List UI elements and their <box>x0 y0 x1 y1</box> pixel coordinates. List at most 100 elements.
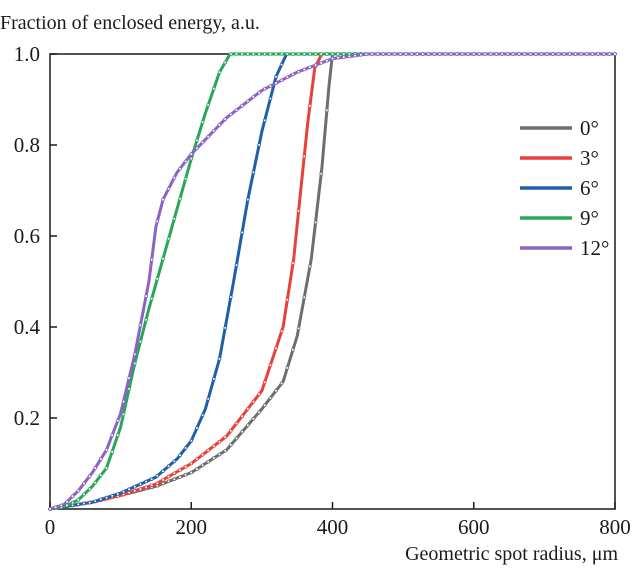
data-point <box>319 61 324 65</box>
data-point <box>189 470 194 475</box>
data-point <box>246 52 250 56</box>
data-point <box>319 172 324 176</box>
data-point <box>166 474 171 479</box>
data-point <box>240 414 244 419</box>
data-point <box>127 490 131 495</box>
data-point <box>296 52 301 56</box>
data-point <box>234 108 239 112</box>
series-layer <box>48 52 617 511</box>
data-point <box>257 90 261 95</box>
data-point <box>53 505 58 510</box>
data-point <box>200 120 205 125</box>
data-point <box>308 52 312 56</box>
data-point <box>70 494 75 499</box>
data-point <box>573 52 578 56</box>
data-point <box>144 479 148 484</box>
data-point <box>613 52 617 56</box>
series-line <box>48 52 617 511</box>
data-point <box>274 52 278 56</box>
data-point <box>166 464 171 469</box>
data-point <box>127 487 131 492</box>
data-point <box>240 429 244 434</box>
data-point <box>121 412 126 417</box>
data-point <box>240 103 244 108</box>
data-point <box>443 52 448 56</box>
data-point <box>138 323 143 328</box>
data-point <box>404 52 408 56</box>
data-point <box>65 499 69 504</box>
legend: 0° 3° 6° 9° 12° <box>520 116 609 260</box>
data-point <box>200 413 205 418</box>
data-point <box>607 52 612 56</box>
data-point <box>251 170 256 175</box>
data-point <box>195 138 199 143</box>
data-point <box>138 482 143 487</box>
data-point <box>229 295 233 299</box>
data-point <box>93 480 97 485</box>
data-point <box>110 449 114 454</box>
x-tick-label: 0 <box>45 515 56 539</box>
data-point <box>308 104 312 108</box>
data-point <box>183 464 188 469</box>
data-point <box>217 123 222 127</box>
data-point <box>477 52 482 56</box>
data-point <box>104 466 109 470</box>
data-point <box>200 140 205 145</box>
data-point <box>274 81 278 85</box>
series-line <box>48 52 617 511</box>
series-1 <box>48 52 617 511</box>
data-point <box>178 475 182 479</box>
data-point <box>291 52 295 56</box>
data-point <box>488 52 493 56</box>
y-tick-label: 0.2 <box>14 406 40 430</box>
data-point <box>590 52 595 56</box>
data-point <box>262 380 267 385</box>
data-point <box>358 53 363 57</box>
data-point <box>285 52 290 56</box>
data-point <box>183 159 188 164</box>
data-point <box>449 52 453 56</box>
data-point <box>121 399 126 404</box>
data-point <box>285 75 290 80</box>
data-point <box>291 72 295 77</box>
data-point <box>251 95 256 99</box>
data-point <box>172 176 177 180</box>
data-point <box>99 497 103 502</box>
data-point <box>251 52 256 56</box>
data-point <box>161 481 165 486</box>
data-point <box>336 52 340 56</box>
data-point <box>347 54 352 59</box>
data-point <box>212 444 216 448</box>
data-point <box>268 363 273 368</box>
data-point <box>381 52 386 56</box>
data-point <box>539 52 544 56</box>
data-point <box>149 257 154 262</box>
data-point <box>285 297 290 302</box>
data-point <box>155 219 160 224</box>
data-point <box>223 117 228 121</box>
data-point <box>70 500 75 505</box>
data-point <box>251 416 256 421</box>
data-point <box>59 503 64 508</box>
series-0 <box>48 52 617 511</box>
data-point <box>229 428 233 433</box>
data-point <box>319 52 324 56</box>
data-point <box>421 52 425 56</box>
plot-frame <box>49 53 616 510</box>
data-point <box>291 261 295 266</box>
data-point <box>229 52 233 56</box>
data-point <box>178 468 182 472</box>
data-point <box>206 103 211 107</box>
data-point <box>257 52 261 56</box>
data-point <box>274 346 278 351</box>
legend-label: 6° <box>580 176 599 200</box>
data-point <box>189 152 194 156</box>
data-point <box>262 403 267 408</box>
data-point <box>415 52 420 56</box>
data-point <box>454 52 459 56</box>
data-point <box>262 87 267 91</box>
data-point <box>353 53 357 58</box>
data-point <box>325 58 329 63</box>
data-point <box>178 453 182 458</box>
